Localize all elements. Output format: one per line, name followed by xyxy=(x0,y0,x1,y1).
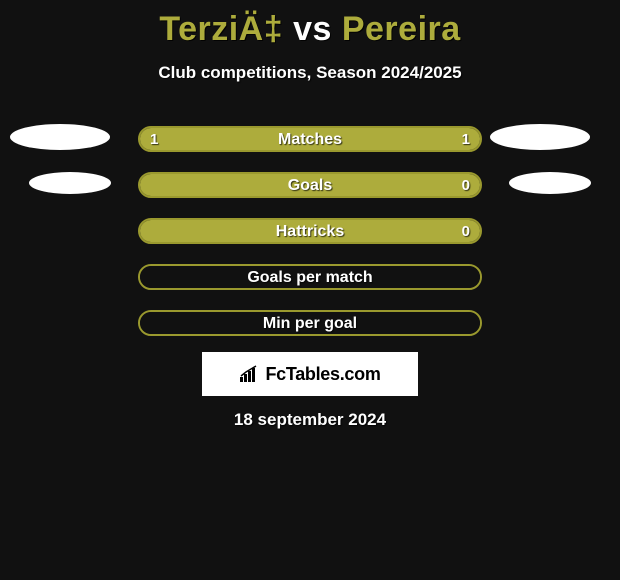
player-ellipse xyxy=(509,172,591,194)
logo-box: FcTables.com xyxy=(202,352,418,396)
chart-title: TerziÄ‡ vs Pereira xyxy=(0,0,620,49)
title-part: Pereira xyxy=(342,10,461,48)
chart-subtitle: Club competitions, Season 2024/2025 xyxy=(0,63,620,83)
stat-bar: 11Matches xyxy=(138,126,482,152)
title-part: TerziÄ‡ xyxy=(159,10,283,48)
stat-label: Goals per match xyxy=(140,269,480,287)
stat-row: 11Matches xyxy=(0,122,620,168)
player-ellipse xyxy=(490,124,590,150)
title-part: vs xyxy=(283,10,342,48)
player-ellipse xyxy=(29,172,111,194)
stat-label: Matches xyxy=(140,131,480,149)
player-ellipse xyxy=(10,124,110,150)
stat-bar: Min per goal xyxy=(138,310,482,336)
stat-row: 0Hattricks xyxy=(0,214,620,260)
stat-label: Min per goal xyxy=(140,315,480,333)
stat-bar: 0Goals xyxy=(138,172,482,198)
stat-row: Goals per match xyxy=(0,260,620,306)
stat-bar: Goals per match xyxy=(138,264,482,290)
chart-date: 18 september 2024 xyxy=(0,410,620,430)
stat-row: 0Goals xyxy=(0,168,620,214)
comparison-chart: TerziÄ‡ vs Pereira Club competitions, Se… xyxy=(0,0,620,580)
stat-rows: 11Matches 0Goals 0Hattricks Goals per match… xyxy=(0,122,620,352)
stat-bar: 0Hattricks xyxy=(138,218,482,244)
bars-icon xyxy=(239,365,261,383)
logo-text: FcTables.com xyxy=(265,364,380,385)
stat-label: Goals xyxy=(140,177,480,195)
stat-row: Min per goal xyxy=(0,306,620,352)
stat-label: Hattricks xyxy=(140,223,480,241)
